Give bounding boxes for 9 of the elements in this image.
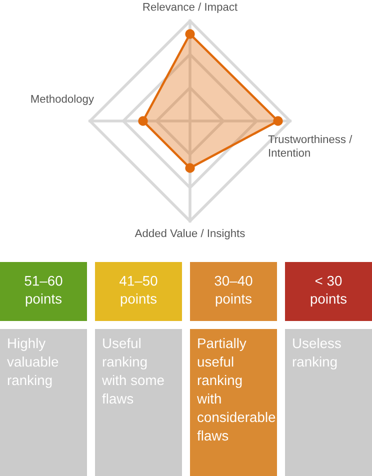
- spoke-label: Trustworthiness / Intention: [268, 135, 352, 157]
- category-label: 41–50 points: [120, 276, 158, 306]
- spoke-label: Methodology: [31, 94, 94, 105]
- text: Partially useful ranking with considerable flaws: [196, 338, 276, 441]
- category-label: < 30 points: [310, 276, 347, 306]
- spoke-label: Relevance / Impact: [143, 2, 238, 13]
- category-label: 51–60 points: [24, 276, 62, 306]
- spoke-label: Added Value / Insights: [134, 229, 245, 240]
- category-label: 30–40 points: [214, 276, 252, 306]
